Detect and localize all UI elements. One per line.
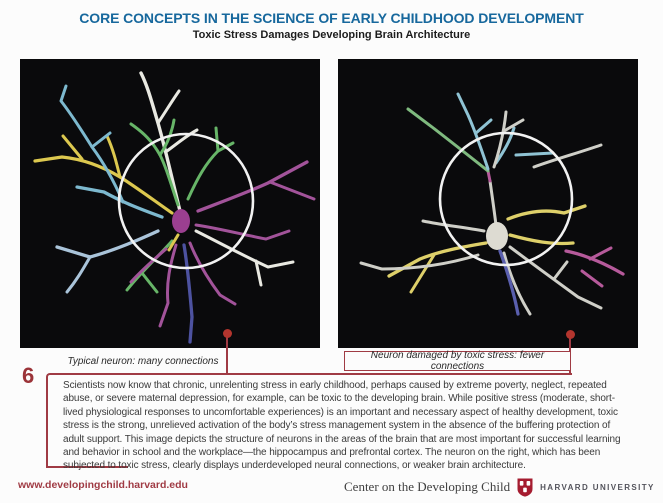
harvard-shield-icon [517, 478, 533, 497]
circle-highlight [117, 132, 255, 270]
figure-damaged-neuron [338, 59, 638, 348]
neuron-fewer-connections-image [359, 92, 625, 316]
page-number: 6 [22, 363, 35, 388]
center-name: Center on the Developing Child [344, 479, 511, 494]
university-name: HARVARD UNIVERSITY [540, 482, 655, 492]
callout-dot-left [223, 329, 232, 338]
page-subtitle: Toxic Stress Damages Developing Brain Ar… [192, 29, 471, 41]
text-frame-border [46, 373, 572, 468]
website-link[interactable]: www.developingchild.harvard.edu [18, 479, 188, 491]
neuron-many-connections-image [33, 71, 316, 344]
text-frame-border-stub [46, 466, 128, 468]
callout-line-left [226, 336, 228, 374]
caption-typical-neuron: Typical neuron: many connections [67, 356, 219, 367]
circle-highlight [438, 131, 574, 267]
footer-brand: Center on the Developing Child HARVARD U… [344, 476, 655, 498]
caption-damaged-neuron: Neuron damaged by toxic stress: fewer co… [370, 350, 545, 372]
neuron-cell-body [486, 222, 508, 250]
neuron-cell-body [172, 209, 190, 233]
page-title: CORE CONCEPTS IN THE SCIENCE OF EARLY CH… [79, 10, 584, 26]
body-paragraph: Scientists now know that chronic, unrele… [63, 380, 621, 472]
callout-dot-right [566, 330, 575, 339]
caption-box-damaged-neuron: Neuron damaged by toxic stress: fewer co… [344, 350, 571, 372]
figure-typical-neuron [20, 59, 320, 348]
